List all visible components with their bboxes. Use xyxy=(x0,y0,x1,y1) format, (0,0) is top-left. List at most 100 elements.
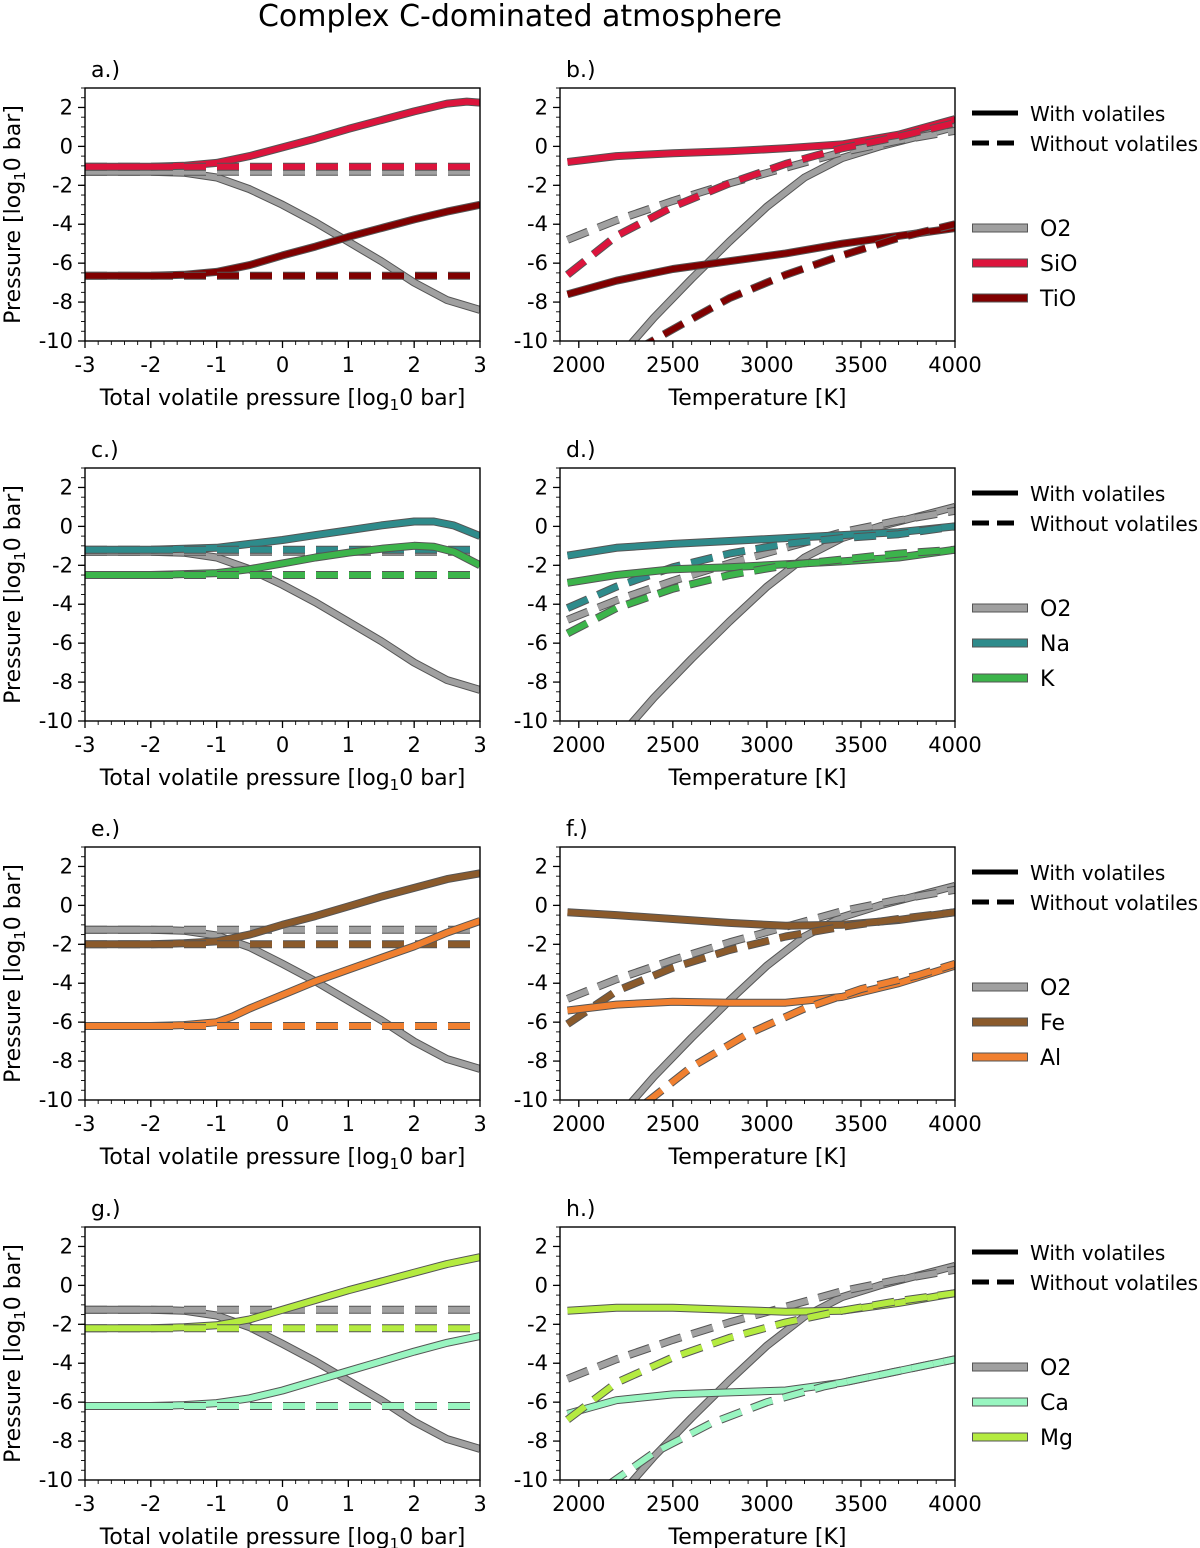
x-tick-label: 3500 xyxy=(834,353,887,377)
x-tick-label: -2 xyxy=(140,733,161,757)
x-tick-label: -3 xyxy=(75,733,96,757)
legend-label-na: Na xyxy=(1040,632,1070,657)
series-group xyxy=(565,882,955,1100)
x-tick-label: 0 xyxy=(276,1112,289,1136)
series-line-o2-solid xyxy=(85,926,480,1072)
y-tick-label: -8 xyxy=(527,290,548,314)
x-tick-label: 4000 xyxy=(928,353,981,377)
panel-a: -3 -2 -1 0 1 2 320-2-4-6-8-10a.)Total volatile… xyxy=(1,58,487,414)
x-tick-label: -1 xyxy=(206,733,227,757)
y-tick-label: -4 xyxy=(52,212,73,236)
y-tick-label: 0 xyxy=(60,514,73,538)
x-tick-label: 0 xyxy=(276,353,289,377)
panel-g: -3 -2 -1 0 1 2 320-2-4-6-8-10g.)Total volatile… xyxy=(1,1197,487,1548)
x-tick-label: 2 xyxy=(407,1112,420,1136)
x-tick-label: 2500 xyxy=(646,1492,699,1516)
x-axis-label: Total volatile pressure [log10 bar] xyxy=(99,1145,466,1173)
series-line-sio-solid xyxy=(567,116,955,165)
x-tick-label: -1 xyxy=(206,353,227,377)
x-tick-label: 3000 xyxy=(740,1112,793,1136)
x-tick-label: 2000 xyxy=(552,1492,605,1516)
legend-dashed-label: Without volatiles xyxy=(1030,132,1198,156)
x-tick-label: 2 xyxy=(407,353,420,377)
x-tick-label: -2 xyxy=(140,1112,161,1136)
y-tick-label: -6 xyxy=(527,1390,548,1414)
x-tick-label: 3500 xyxy=(834,1112,887,1136)
y-tick-label: -2 xyxy=(527,173,548,197)
x-tick-label: -3 xyxy=(75,1492,96,1516)
series-line-o2-dashed xyxy=(566,507,955,623)
series-line-al-solid-edge xyxy=(85,917,480,1030)
series-line-k-solid xyxy=(85,542,480,578)
legend-label-fe: Fe xyxy=(1040,1011,1065,1036)
y-tick-label: -10 xyxy=(39,709,73,733)
panel-f: 2000 2500 3000 3500 4000 2 0 -2 -4 -6 -8 -10 f.) Temp… xyxy=(514,817,1198,1170)
y-tick-label: 2 xyxy=(535,95,548,119)
x-tick-label: 3000 xyxy=(740,733,793,757)
legend-dashed-label: Without volatiles xyxy=(1030,891,1198,915)
legend-label-mg: Mg xyxy=(1040,1426,1073,1451)
y-tick-label: -8 xyxy=(527,670,548,694)
series-line-mg-dashed xyxy=(565,1290,955,1423)
x-tick-label: 3 xyxy=(473,1112,486,1136)
y-tick-label: 0 xyxy=(60,1273,73,1297)
y-tick-label: -4 xyxy=(527,592,548,616)
x-tick-label: 2 xyxy=(407,1492,420,1516)
y-tick-label: -8 xyxy=(52,290,73,314)
x-tick-label: -2 xyxy=(140,353,161,377)
figure-title: Complex C-dominated atmosphere xyxy=(258,0,782,34)
y-tick-label: -10 xyxy=(514,1468,548,1492)
series-line-na-solid xyxy=(85,518,480,553)
x-tick-label: 1 xyxy=(342,1112,355,1136)
y-tick-label: -2 xyxy=(527,932,548,956)
x-tick-label: 3500 xyxy=(834,1492,887,1516)
y-tick-label: -6 xyxy=(527,251,548,275)
panels: -3 -2 -1 0 1 2 320-2-4-6-8-10a.)Total volatile… xyxy=(1,58,1198,1548)
y-axis-label: Pressure [log10 bar] xyxy=(1,864,29,1083)
x-tick-label: 2500 xyxy=(646,353,699,377)
panel-label: f.) xyxy=(566,817,588,842)
y-tick-label: 0 xyxy=(60,893,73,917)
legend-solid-label: With volatiles xyxy=(1030,102,1165,126)
y-tick-label: -6 xyxy=(52,251,73,275)
series-line-al-solid xyxy=(85,918,480,1029)
y-axis-label: Pressure [log10 bar] xyxy=(1,1244,29,1463)
x-axis-label: Temperature [K] xyxy=(668,386,847,411)
y-tick-label: -10 xyxy=(514,709,548,733)
y-tick-label: -6 xyxy=(527,631,548,655)
y-tick-label: -10 xyxy=(514,329,548,353)
x-tick-label: 0 xyxy=(276,1492,289,1516)
y-tick-label: 2 xyxy=(60,475,73,499)
y-tick-label: -4 xyxy=(527,1351,548,1375)
y-tick-label: 2 xyxy=(60,854,73,878)
y-tick-label: 0 xyxy=(535,134,548,158)
legend-solid-label: With volatiles xyxy=(1030,482,1165,506)
y-tick-label: -10 xyxy=(514,1088,548,1112)
legend-label-tio: TiO xyxy=(1039,287,1076,312)
y-tick-label: -6 xyxy=(52,631,73,655)
y-tick-label: -8 xyxy=(52,670,73,694)
series-line-fe-solid xyxy=(85,870,480,948)
series-line-mg-solid xyxy=(567,1290,955,1315)
series-line-o2-dashed xyxy=(566,886,955,1002)
x-tick-label: -1 xyxy=(206,1492,227,1516)
x-tick-label: 3000 xyxy=(740,1492,793,1516)
y-tick-label: 2 xyxy=(535,475,548,499)
series-line-na-dashed xyxy=(566,523,955,611)
y-tick-label: -8 xyxy=(52,1429,73,1453)
y-tick-label: -4 xyxy=(527,212,548,236)
x-tick-label: 3 xyxy=(473,353,486,377)
x-tick-label: 2000 xyxy=(552,733,605,757)
x-tick-label: 4000 xyxy=(928,1112,981,1136)
y-tick-label: -4 xyxy=(52,592,73,616)
y-tick-label: 0 xyxy=(535,1273,548,1297)
x-tick-label: 3500 xyxy=(834,733,887,757)
legend-solid-label: With volatiles xyxy=(1030,1241,1165,1265)
series-group xyxy=(85,517,480,694)
series-line-ca-solid xyxy=(85,1333,480,1409)
legend-solid-label: With volatiles xyxy=(1030,861,1165,885)
panel-label: b.) xyxy=(566,58,596,83)
y-tick-label: 2 xyxy=(535,1234,548,1258)
y-tick-label: -2 xyxy=(527,1312,548,1336)
series-line-ca-dashed xyxy=(610,1356,955,1480)
